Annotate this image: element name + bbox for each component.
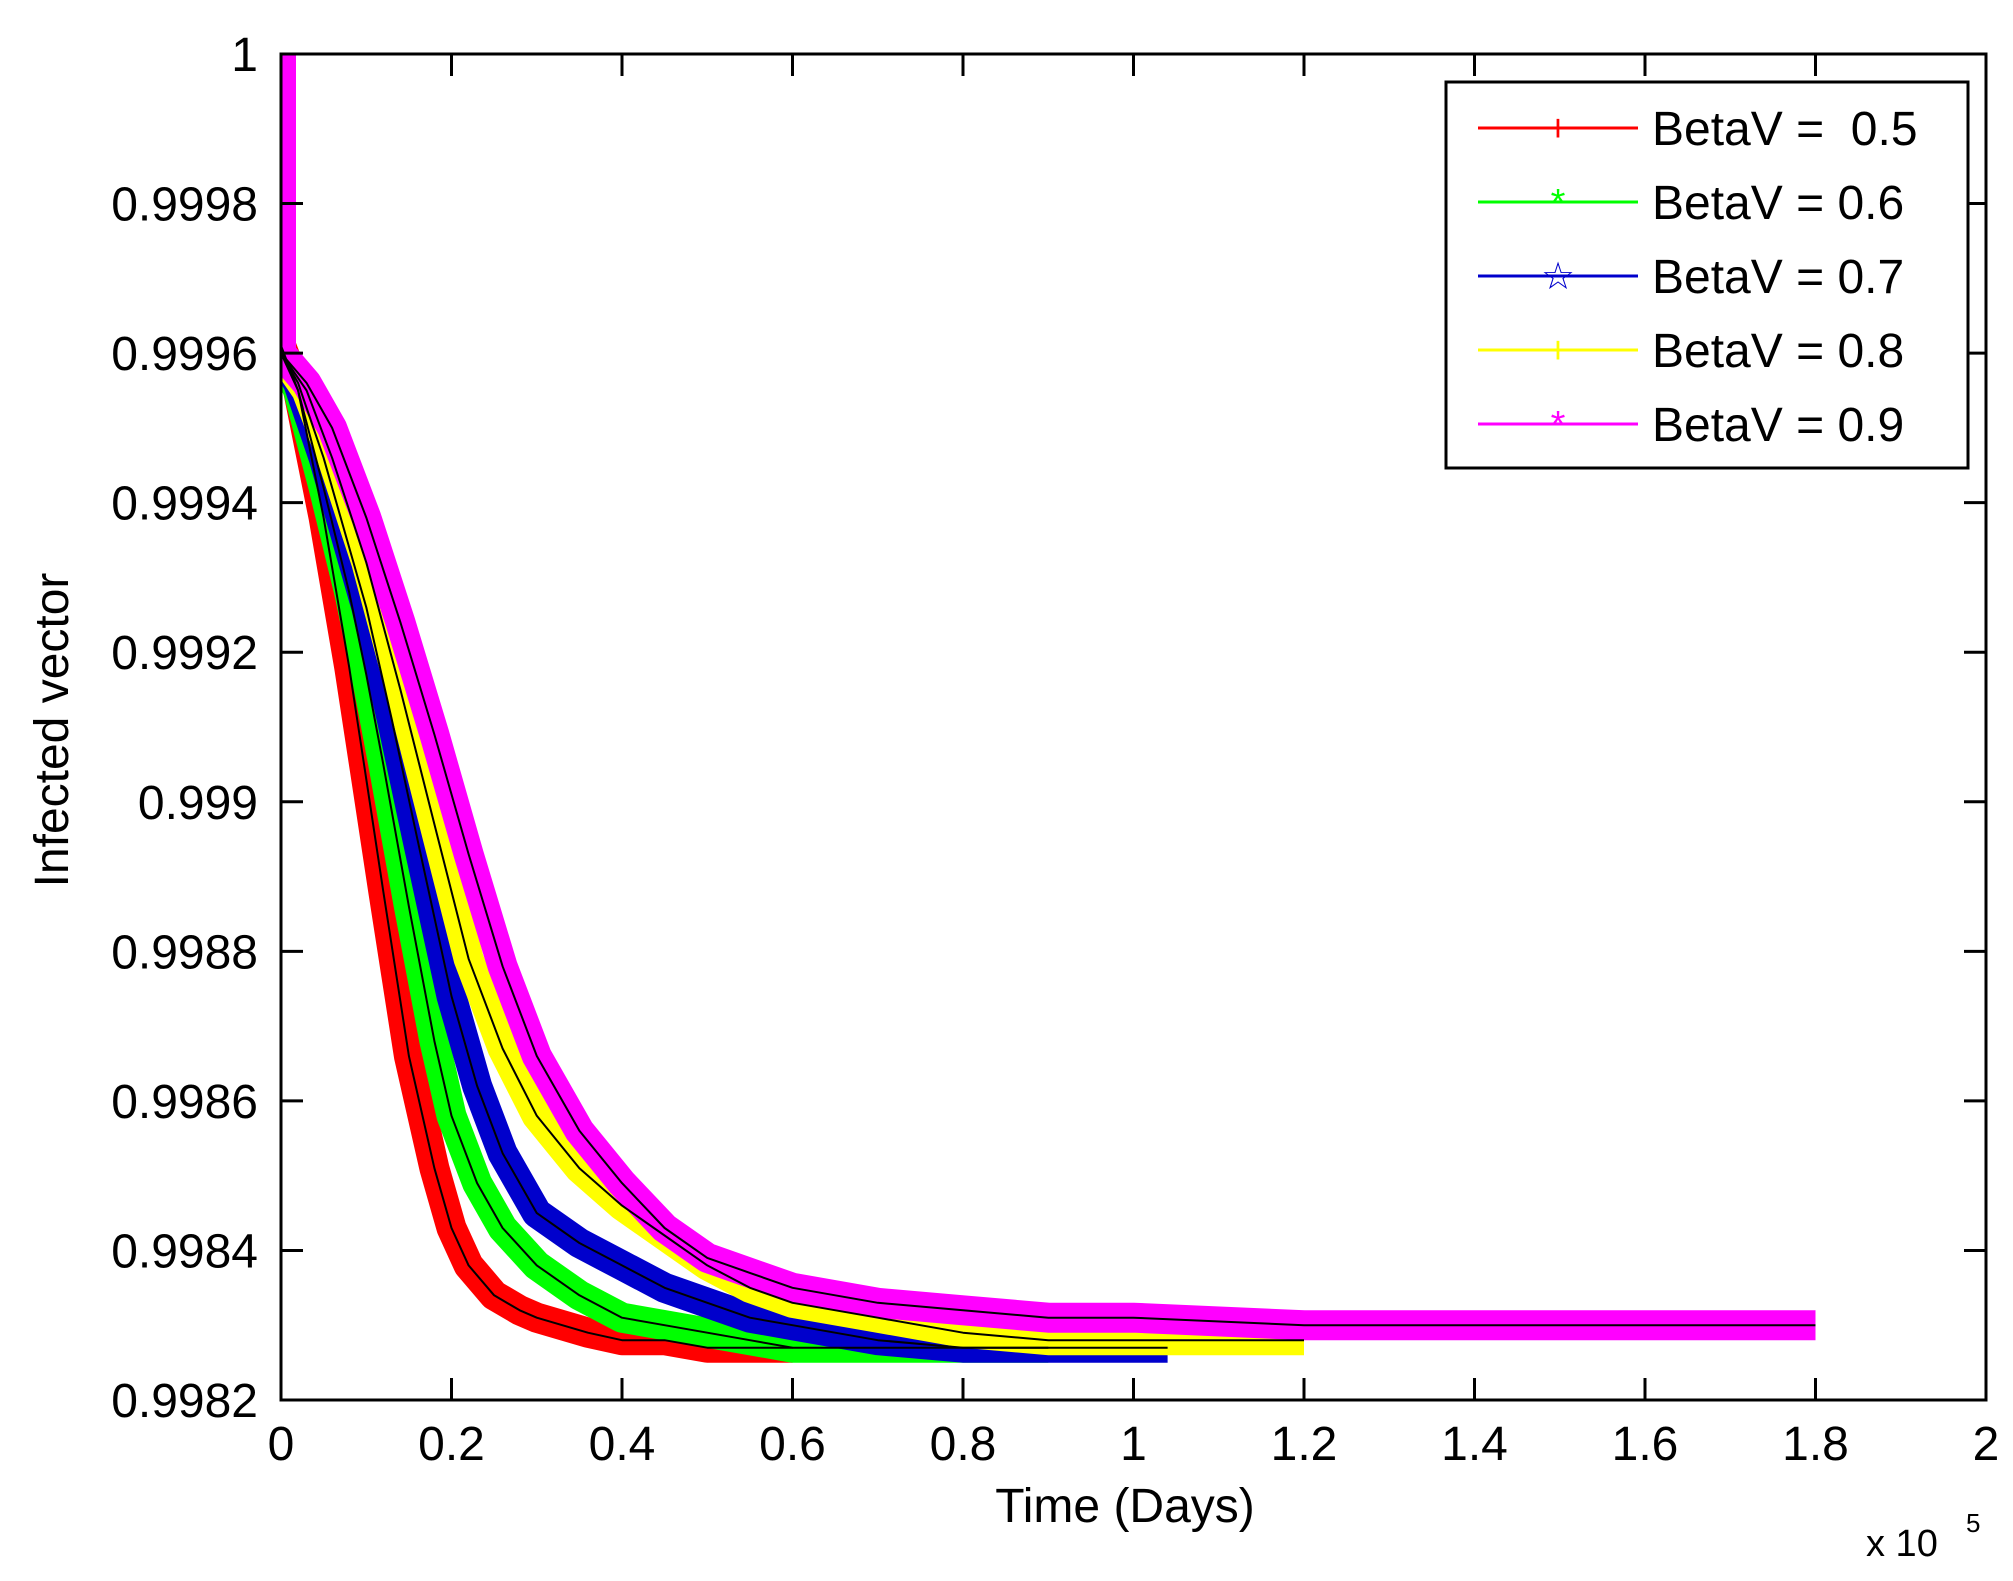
x-tick-label: 1.4 [1441,1418,1508,1471]
series-line-4 [281,54,1304,1342]
series-line-1 [281,54,793,1349]
legend: + BetaV = 0.5 * BetaV = 0.6 ☆ BetaV = 0.7 + Bet… [1444,80,1970,470]
series-line-5 [281,54,1816,1327]
x-tick-label: 1.6 [1612,1418,1679,1471]
legend-marker-3: ☆ [1541,256,1575,298]
x-tick-label: 0 [268,1418,295,1471]
y-tick-label: 0.9996 [111,328,258,381]
legend-label-4: BetaV = 0.8 [1652,325,1904,378]
legend-label-3: BetaV = 0.7 [1652,251,1904,304]
legend-label-1: BetaV = 0.5 [1652,103,1918,156]
legend-label-5: BetaV = 0.9 [1652,399,1904,452]
series-line-2 [281,54,1049,1349]
series-line-3 [281,54,1168,1349]
y-tick-label: 0.9992 [111,627,258,680]
y-tick-label: 0.9994 [111,478,258,531]
legend-marker-1: + [1547,108,1569,150]
series-layer [281,54,1816,1363]
y-tick-label: 0.999 [138,777,258,830]
x-axis-title: Time (Days) [995,1480,1255,1533]
y-axis-title: Infected vector [26,573,79,888]
x-tick-label: 1.8 [1782,1418,1849,1471]
x-axis-multiplier: x 10 [1866,1523,1938,1565]
legend-entries: + BetaV = 0.5 * BetaV = 0.6 ☆ BetaV = 0.7 + Bet… [1478,103,1918,452]
tick-layer: 0 0.2 0.4 0.6 0.8 1 1.2 1.4 1.6 1.8 2 0.9982 0.9984 0… [111,29,1999,1471]
x-tick-label: 1 [1120,1418,1147,1471]
legend-marker-5: * [1551,404,1566,446]
y-tick-label: 0.9988 [111,926,258,979]
x-tick-label: 0.4 [589,1418,656,1471]
x-axis-multiplier-exponent: 5 [1966,1508,1980,1538]
y-tick-label: 0.9998 [111,179,258,232]
y-tick-label: 0.9982 [111,1375,258,1428]
x-tick-label: 0.6 [759,1418,826,1471]
y-tick-label: 0.9986 [111,1076,258,1129]
legend-label-2: BetaV = 0.6 [1652,177,1904,230]
y-tick-label: 0.9984 [111,1225,258,1278]
legend-marker-4: + [1547,330,1569,372]
legend-marker-2: * [1551,182,1566,224]
x-tick-label: 1.2 [1271,1418,1338,1471]
y-tick-label: 1 [231,29,258,82]
x-tick-label: 2 [1973,1418,2000,1471]
x-tick-label: 0.8 [930,1418,997,1471]
x-tick-label: 0.2 [418,1418,485,1471]
